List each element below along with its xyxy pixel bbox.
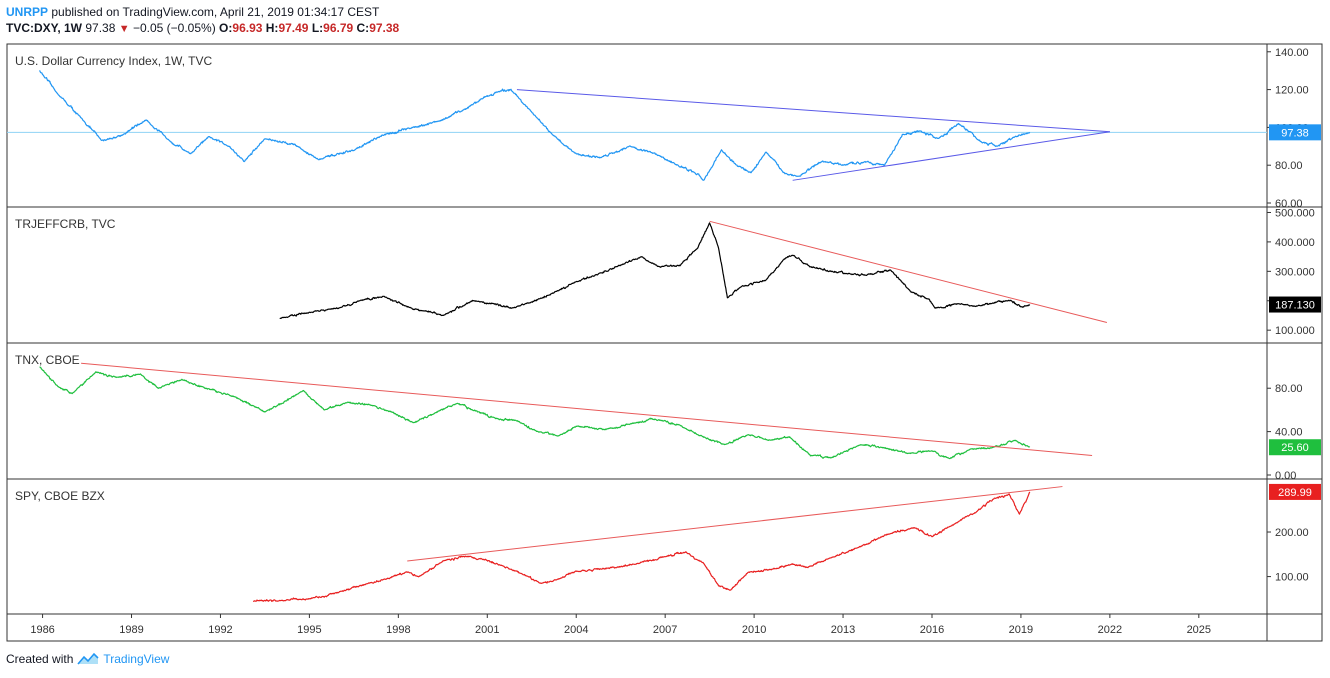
x-tick-label: 2001 (475, 624, 499, 636)
last-value-tag (1269, 439, 1321, 456)
y-tick-label: 80.00 (1275, 383, 1303, 395)
down-triangle-icon: ▼ (118, 23, 130, 35)
tradingview-brand[interactable]: TradingView (103, 652, 170, 666)
publish-line: UNRPP published on TradingView.com, Apri… (6, 4, 399, 20)
trendline-dxy-0[interactable] (516, 89, 1110, 133)
y-tick-label: 100.000 (1275, 325, 1315, 337)
last-value-label: 97.38 (1281, 127, 1309, 139)
footer: Created with TradingView (6, 652, 169, 666)
x-tick-label: 2016 (920, 624, 944, 636)
close-value: 97.38 (369, 21, 400, 35)
y-tick-label: 0.00 (1275, 470, 1296, 482)
last-value-label: 289.99 (1278, 487, 1312, 499)
y-tick-label: 40.00 (1275, 427, 1303, 439)
close-label: C: (356, 21, 370, 35)
series-line-crb[interactable] (279, 222, 1031, 319)
x-tick-label: 1989 (119, 624, 143, 636)
x-tick-label: 2022 (1098, 624, 1122, 636)
ohlc-line: TVC:DXY, 1W 97.38 ▼ −0.05 (−0.05%) O:96.… (6, 20, 399, 37)
open-value: 96.93 (232, 21, 263, 35)
y-tick-label: 400.000 (1275, 237, 1315, 249)
last-value-tag (1269, 483, 1321, 500)
last-value-tag (1269, 124, 1321, 141)
trendline-tnx-0[interactable] (81, 362, 1093, 456)
y-tick-label: 300.000 (1275, 266, 1315, 278)
series-line-spy[interactable] (252, 491, 1031, 602)
x-tick-label: 1998 (386, 624, 410, 636)
symbol-label: TVC:DXY, 1W (6, 21, 83, 35)
last-value-label: 187.130 (1275, 300, 1315, 312)
x-tick-label: 2019 (1009, 624, 1033, 636)
x-tick-label: 2013 (831, 624, 855, 636)
x-tick-label: 2007 (653, 624, 677, 636)
low-label: L: (311, 21, 324, 35)
series-line-dxy[interactable] (39, 70, 1031, 181)
pane-title: TNX, CBOE (15, 353, 80, 367)
pane-title: TRJEFFCRB, TVC (15, 217, 116, 231)
y-tick-label: 100.00 (1275, 572, 1309, 584)
y-tick-label: 140.00 (1275, 47, 1309, 59)
x-tick-label: 1992 (208, 624, 232, 636)
price-change: −0.05 (−0.05%) (132, 21, 216, 35)
trendline-crb-0[interactable] (709, 220, 1108, 324)
chart-header: UNRPP published on TradingView.com, Apri… (6, 4, 399, 37)
x-tick-label: 2025 (1187, 624, 1211, 636)
high-label: H: (265, 21, 279, 35)
y-tick-label: 200.00 (1275, 527, 1309, 539)
x-tick-label: 2010 (742, 624, 766, 636)
last-value-label: 25.60 (1281, 442, 1309, 454)
high-value: 97.49 (278, 21, 309, 35)
low-value: 96.79 (323, 21, 354, 35)
last-value-tag (1269, 296, 1321, 313)
trendline-dxy-1[interactable] (792, 131, 1110, 181)
x-tick-label: 2004 (564, 624, 588, 636)
y-tick-label: 500.000 (1275, 207, 1315, 219)
open-label: O: (219, 21, 233, 35)
x-tick-label: 1995 (297, 624, 321, 636)
author-name[interactable]: UNRPP (6, 5, 49, 19)
trendline-spy-0[interactable] (407, 486, 1063, 562)
pane-title: U.S. Dollar Currency Index, 1W, TVC (15, 54, 213, 68)
tradingview-logo-icon (77, 652, 99, 665)
y-tick-label: 80.00 (1275, 160, 1303, 172)
y-tick-label: 120.00 (1275, 85, 1309, 97)
series-line-tnx[interactable] (39, 366, 1031, 460)
publish-info: published on TradingView.com, April 21, … (51, 5, 380, 19)
created-with-label: Created with (6, 652, 74, 666)
pane-title: SPY, CBOE BZX (15, 489, 105, 503)
last-price: 97.38 (85, 21, 116, 35)
x-tick-label: 1986 (30, 624, 54, 636)
